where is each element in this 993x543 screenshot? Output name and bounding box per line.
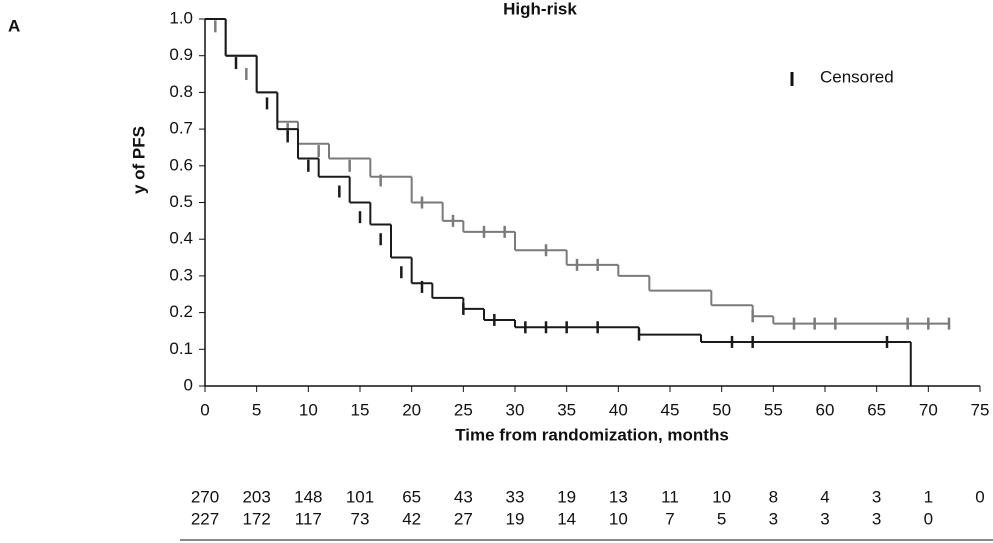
y-tick-label: 0: [184, 375, 193, 394]
risk-count: 19: [557, 487, 576, 506]
x-tick-label: 70: [919, 400, 938, 419]
risk-count: 13: [609, 487, 628, 506]
x-tick-label: 30: [506, 400, 525, 419]
legend-label: Censored: [820, 67, 894, 86]
risk-count: 10: [609, 509, 628, 528]
risk-count: 270: [191, 487, 219, 506]
x-tick-label: 40: [609, 400, 628, 419]
y-tick-label: 1.0: [169, 8, 193, 27]
risk-count: 227: [191, 509, 219, 528]
risk-count: 65: [402, 487, 421, 506]
risk-count: 73: [351, 509, 370, 528]
x-axis-label: Time from randomization, months: [455, 425, 729, 444]
risk-count: 148: [294, 487, 322, 506]
y-tick-label: 0.4: [169, 229, 193, 248]
x-tick-label: 60: [816, 400, 835, 419]
risk-count: 0: [924, 509, 933, 528]
y-axis-label: y of PFS: [129, 126, 148, 194]
risk-count: 10: [712, 487, 731, 506]
y-tick-label: 0.7: [169, 119, 193, 138]
risk-count: 11: [661, 487, 679, 506]
y-tick-label: 0.5: [169, 192, 193, 211]
x-tick-label: 20: [402, 400, 421, 419]
risk-count: 101: [346, 487, 374, 506]
x-tick-label: 75: [971, 400, 990, 419]
x-tick-label: 25: [454, 400, 473, 419]
x-tick-label: 35: [557, 400, 576, 419]
y-tick-label: 0.1: [169, 339, 193, 358]
risk-count: 27: [454, 509, 473, 528]
x-tick-label: 0: [200, 400, 209, 419]
risk-count: 3: [769, 509, 778, 528]
x-tick-label: 50: [712, 400, 731, 419]
chart-title: High-risk: [503, 0, 577, 18]
y-tick-label: 0.6: [169, 155, 193, 174]
panel-label: A: [8, 16, 20, 35]
x-tick-label: 55: [764, 400, 783, 419]
risk-count: 172: [242, 509, 270, 528]
risk-count: 1: [924, 487, 933, 506]
risk-count: 19: [506, 509, 525, 528]
x-tick-label: 45: [661, 400, 680, 419]
x-tick-label: 65: [867, 400, 886, 419]
y-tick-label: 0.8: [169, 82, 193, 101]
risk-count: 3: [872, 509, 881, 528]
x-tick-label: 10: [299, 400, 318, 419]
risk-count: 4: [820, 487, 829, 506]
y-tick-label: 0.9: [169, 45, 193, 64]
risk-count: 117: [295, 509, 322, 528]
risk-count: 203: [242, 487, 270, 506]
risk-count: 42: [402, 509, 421, 528]
y-tick-label: 0.2: [169, 302, 193, 321]
x-tick-label: 15: [351, 400, 370, 419]
y-tick-label: 0.3: [169, 265, 193, 284]
risk-count: 7: [665, 509, 674, 528]
x-tick-label: 5: [252, 400, 261, 419]
risk-count: 14: [557, 509, 576, 528]
risk-count: 3: [872, 487, 881, 506]
risk-count: 43: [454, 487, 473, 506]
risk-count: 3: [820, 509, 829, 528]
risk-count: 33: [506, 487, 525, 506]
risk-count: 5: [717, 509, 726, 528]
risk-count: 0: [975, 487, 984, 506]
risk-count: 8: [769, 487, 778, 506]
